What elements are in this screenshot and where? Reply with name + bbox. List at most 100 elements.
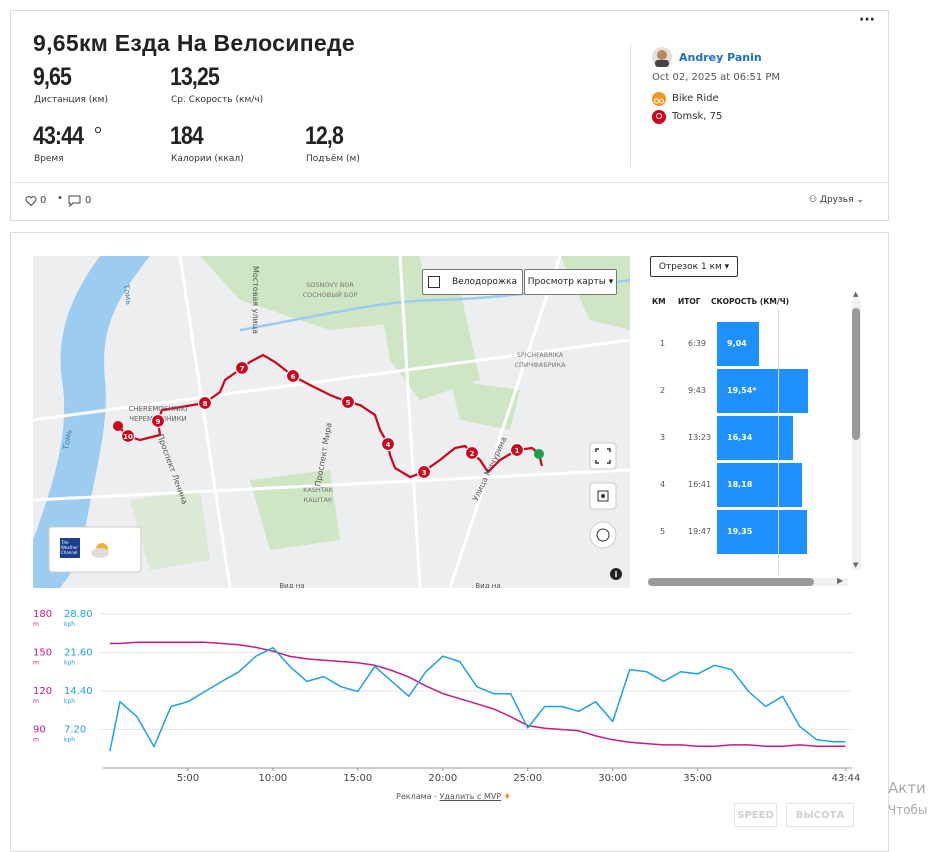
map-place: Томь bbox=[121, 283, 134, 306]
v-scroll-thumb[interactable] bbox=[852, 308, 860, 440]
km-marker bbox=[234, 360, 250, 376]
divider bbox=[10, 182, 889, 183]
visibility-menu[interactable]: ⚇ Друзья ⌄ bbox=[809, 195, 864, 205]
km-marker bbox=[120, 428, 136, 444]
y2-tick-label: 7.20 bbox=[64, 725, 86, 736]
y-tick-label: 90 bbox=[33, 725, 46, 736]
ad-notice: Реклама - Удалить с MVP ♦ bbox=[396, 792, 511, 801]
km-marker bbox=[285, 368, 301, 384]
x-tick-label: 43:44 bbox=[832, 773, 861, 784]
stat-value: 13,25 bbox=[170, 63, 220, 91]
map-view-menu[interactable]: Просмотр карты ▾ bbox=[524, 269, 617, 295]
km-marker-label: 4 bbox=[386, 441, 391, 449]
elevation-toggle[interactable]: ВЫСОТА bbox=[786, 803, 854, 827]
km-marker-label: 6 bbox=[291, 373, 296, 381]
km-marker-label: 9 bbox=[156, 418, 161, 426]
remove-ads-link[interactable]: Удалить с MVP bbox=[439, 792, 502, 801]
stat-label: Ср. Скорость (км/ч) bbox=[171, 95, 264, 105]
split-time: 16:41 bbox=[688, 480, 712, 489]
split-time: 19:47 bbox=[688, 527, 712, 536]
splits-header: СКОРОСТЬ (КМ/Ч) bbox=[711, 297, 790, 306]
h-scroll-thumb[interactable] bbox=[648, 578, 814, 586]
series-line bbox=[109, 641, 846, 747]
location-icon bbox=[652, 110, 666, 124]
km-marker-label: 5 bbox=[346, 399, 351, 407]
y2-tick-label: 21.60 bbox=[64, 648, 93, 659]
y-tick-label: 120 bbox=[33, 686, 52, 697]
y-tick-label: 150 bbox=[33, 648, 52, 659]
watermark: Акти bbox=[888, 779, 926, 797]
scroll-up[interactable]: ▲ bbox=[853, 290, 859, 298]
split-km: 3 bbox=[660, 433, 666, 442]
split-time: 13:23 bbox=[688, 433, 712, 442]
scroll-down[interactable]: ▼ bbox=[853, 561, 859, 569]
comment-icon[interactable] bbox=[68, 195, 81, 207]
split-speed: 16,34 bbox=[727, 433, 753, 442]
km-marker-label: 1 bbox=[515, 447, 520, 455]
y-unit: m bbox=[33, 737, 39, 744]
more-menu[interactable]: ··· bbox=[859, 12, 875, 28]
y-unit: m bbox=[33, 660, 39, 667]
stat-label: Подъём (м) bbox=[306, 154, 360, 164]
stat-label: Дистанция (км) bbox=[34, 95, 108, 105]
map-place: Томь bbox=[61, 428, 74, 451]
split-speed-bar bbox=[717, 463, 802, 507]
split-km: 4 bbox=[660, 480, 666, 489]
stat-value: 43:44 bbox=[33, 122, 84, 150]
split-selector-label: Отрезок 1 км bbox=[658, 261, 722, 272]
map-view-label: Просмотр карты bbox=[527, 277, 606, 287]
y2-unit: kph bbox=[64, 698, 75, 705]
speed-toggle[interactable]: SPEED bbox=[734, 803, 777, 827]
map-place: KASHTAK bbox=[303, 486, 334, 494]
avatar[interactable] bbox=[652, 47, 672, 67]
watermark: Чтобы bbox=[888, 803, 928, 817]
stat-label: Время bbox=[34, 154, 64, 164]
bike-lane-toggle[interactable]: Велодорожка bbox=[422, 269, 523, 295]
y-unit: m bbox=[33, 698, 39, 705]
y2-tick-label: 28.80 bbox=[64, 609, 93, 620]
ad-label: Реклама - bbox=[396, 792, 437, 801]
km-marker-label: 10 bbox=[123, 433, 133, 441]
clock-icon bbox=[94, 126, 102, 134]
x-tick-label: 30:00 bbox=[598, 773, 627, 784]
divider bbox=[630, 45, 631, 167]
map-place: Вид на bbox=[279, 582, 304, 588]
activity-card bbox=[10, 10, 889, 221]
info-button[interactable] bbox=[610, 568, 622, 580]
split-time: 9:43 bbox=[688, 386, 706, 395]
split-selector[interactable]: Отрезок 1 км ▾ bbox=[650, 256, 738, 277]
average-line bbox=[778, 310, 779, 575]
x-tick-label: 10:00 bbox=[258, 773, 287, 784]
athlete-name[interactable]: Andrey Panin bbox=[679, 51, 762, 64]
y-tick-label: 180 bbox=[33, 609, 52, 620]
activity-icon bbox=[652, 92, 666, 106]
like-icon[interactable] bbox=[25, 195, 37, 207]
y2-unit: kph bbox=[64, 737, 75, 744]
split-speed-bar bbox=[717, 369, 808, 413]
y2-unit: kph bbox=[64, 660, 75, 667]
start-marker bbox=[113, 421, 123, 431]
pan-button[interactable] bbox=[589, 521, 617, 549]
km-marker bbox=[509, 442, 525, 458]
x-tick-label: 25:00 bbox=[513, 773, 542, 784]
map-place: SOSNOVY BOR bbox=[306, 281, 354, 289]
split-speed: 18,18 bbox=[727, 480, 753, 489]
stat-value: 184 bbox=[170, 122, 204, 150]
stat-label: Калории (ккал) bbox=[171, 154, 244, 164]
y2-tick-label: 14.40 bbox=[64, 686, 93, 697]
separator: • bbox=[57, 193, 63, 204]
scroll-right[interactable]: ▶ bbox=[837, 576, 844, 585]
activity-title: 9,65км Езда На Велосипеде bbox=[33, 30, 355, 56]
km-marker bbox=[464, 445, 480, 461]
split-speed-bar bbox=[717, 416, 793, 460]
split-speed-bar bbox=[717, 510, 807, 554]
split-speed: 19,54* bbox=[727, 386, 757, 395]
km-marker-label: 8 bbox=[203, 400, 208, 408]
split-km: 2 bbox=[660, 386, 666, 395]
map-place: Вид на bbox=[475, 582, 500, 588]
x-tick-label: 20:00 bbox=[428, 773, 457, 784]
km-marker bbox=[380, 436, 396, 452]
km-marker-label: 2 bbox=[470, 450, 475, 458]
map[interactable]: i Томь Томь Мостовая улица SOSNOVY BORСОСНО… bbox=[33, 256, 630, 588]
